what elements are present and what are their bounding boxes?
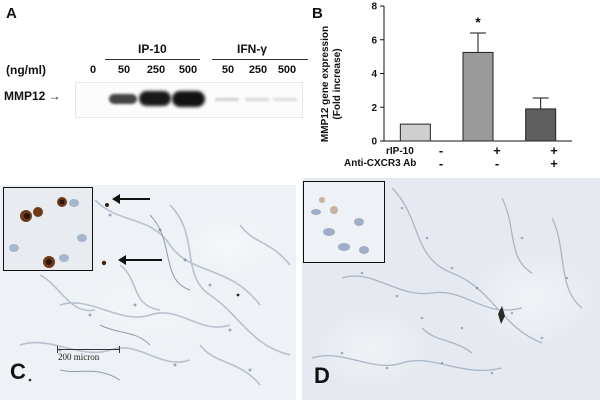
micrograph-c: 200 micron C [0,185,296,400]
inset-c-cells [9,197,87,268]
blot-band-lane4 [215,98,239,101]
ip10-group-label: IP-10 [138,42,167,56]
micrograph-d: D [302,178,600,400]
dose-label: 500 [178,64,198,76]
row2-label: Anti-CXCR3 Ab [344,158,417,169]
bar [525,108,557,142]
lung-tissue-c [19,199,291,386]
arrows-c [115,185,195,225]
y-tick-label: 2 [371,103,377,114]
blot-band-lane2 [139,91,171,106]
dose-label: 250 [248,64,268,76]
arrow-lower [118,255,162,265]
row1-cond: - [438,143,444,158]
row2-cond: - [494,156,500,171]
mmp12-row-label: MMP12 → [4,89,61,103]
bar [399,123,431,142]
inset-c [3,187,93,271]
row1-label: rIP-10 [386,146,414,157]
y-tick-label: 6 [371,35,377,46]
dose-label: 50 [117,64,131,76]
ip10-group-rule [105,59,200,60]
y-tick-label: 4 [371,69,377,80]
ifn-group-label: IFN-γ [237,42,267,56]
bar-chart: 0 2 4 6 8 * [371,2,572,148]
row1-cond: + [550,143,558,158]
y-axis-title-line1: MMP12 gene expression [320,25,331,143]
blot-band-lane1 [109,94,137,104]
panel-a-letter: A [6,5,17,22]
blot-band-lane3 [172,91,205,107]
panel-d-letter: D [314,363,330,388]
y-tick-label: 8 [371,2,377,13]
dose-label: 0 [89,64,97,76]
inset-d-cells [311,197,369,254]
ifn-group-rule [212,59,308,60]
blot-band-lane5 [245,98,269,101]
scale-bar [57,346,120,353]
lung-tissue-d [311,187,583,375]
bar [462,51,494,142]
significance-marker: * [475,14,481,30]
western-blot-strip [75,82,303,118]
row1-cond: + [493,143,501,158]
row2-cond: - [438,156,444,171]
arrow-upper [112,194,150,204]
panel-b-letter: B [312,5,323,22]
units-label: (ng/ml) [6,63,46,77]
scale-label: 200 micron [58,352,100,362]
dose-label: 500 [277,64,297,76]
dose-label: 50 [221,64,235,76]
inset-d [303,181,385,263]
y-tick-label: 0 [371,137,377,148]
panel-c-letter: C [10,359,26,384]
dose-label: 250 [146,64,166,76]
row2-cond: + [550,156,558,171]
blot-band-lane6 [273,98,297,101]
